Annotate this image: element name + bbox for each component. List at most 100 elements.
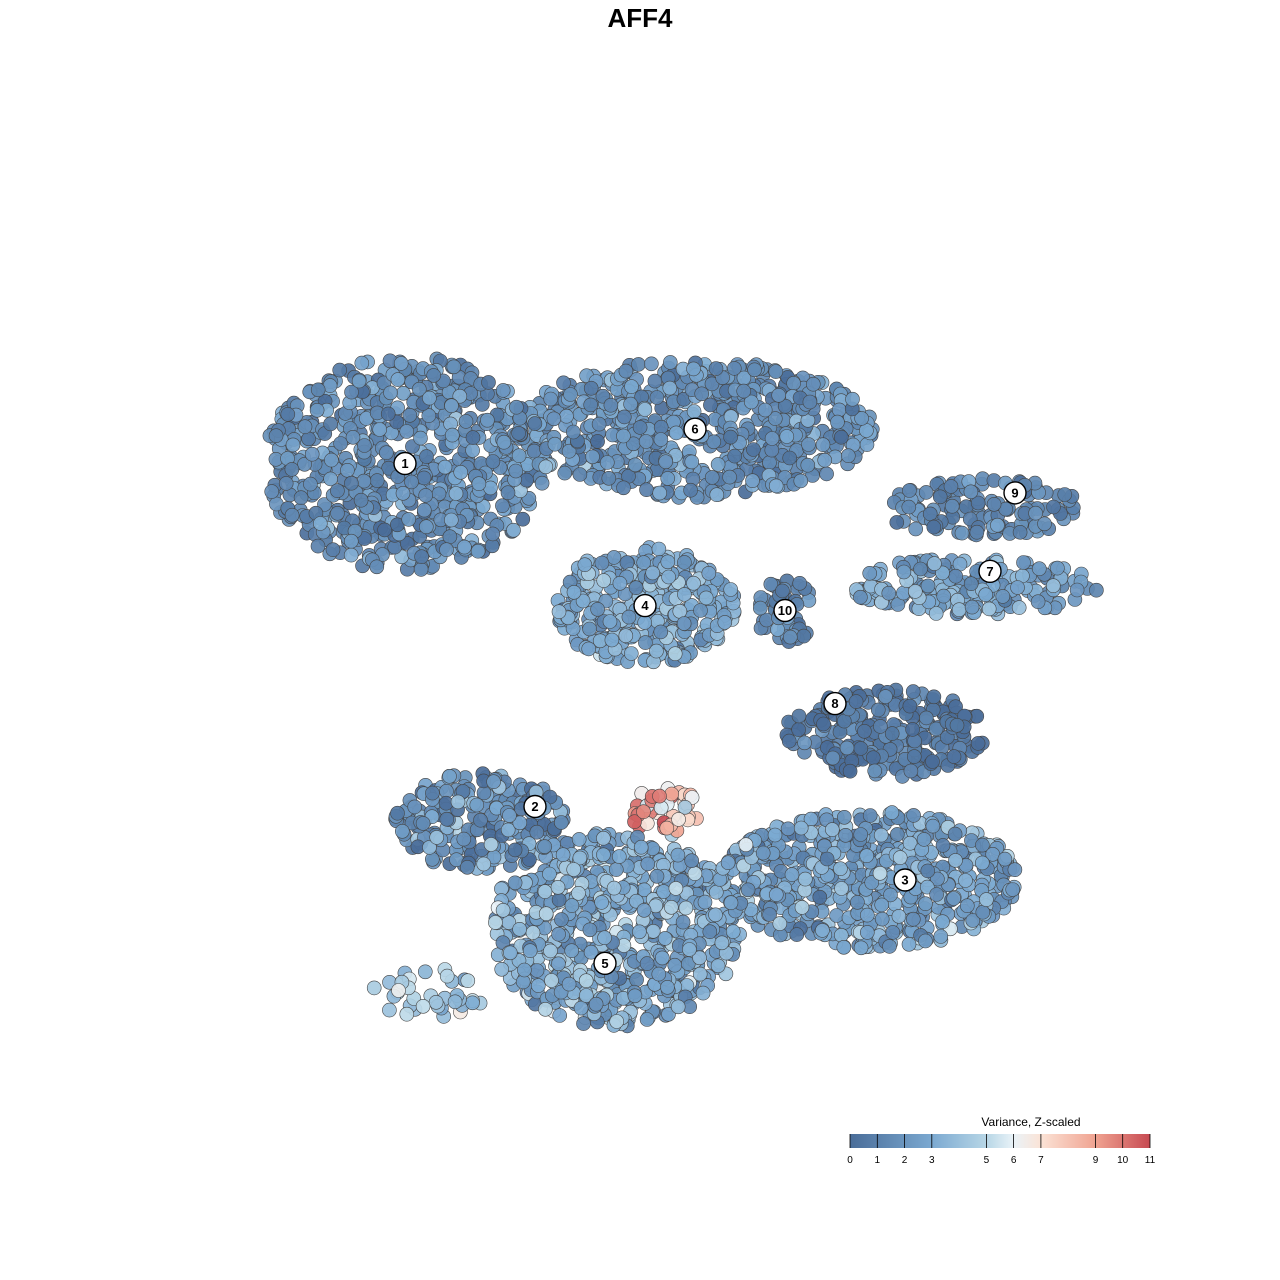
data-point — [708, 361, 724, 376]
data-point — [446, 359, 462, 375]
data-point — [710, 457, 726, 472]
data-point — [662, 355, 678, 370]
data-point — [500, 485, 516, 501]
data-point — [649, 643, 664, 659]
data-point — [555, 847, 571, 863]
data-point — [639, 482, 654, 498]
data-point — [1028, 505, 1043, 521]
data-point — [834, 881, 849, 896]
data-point — [594, 895, 609, 910]
data-point — [668, 881, 684, 896]
data-point — [559, 408, 574, 424]
data-point — [439, 968, 455, 984]
data-point — [874, 911, 890, 927]
cluster-label: 1 — [393, 451, 417, 476]
data-point — [842, 763, 858, 779]
data-point — [738, 837, 754, 853]
data-point — [414, 549, 429, 565]
cluster-label-badge — [893, 868, 917, 892]
data-point — [686, 575, 701, 591]
data-point — [530, 978, 546, 993]
data-point — [525, 925, 541, 940]
data-point — [444, 398, 459, 414]
data-point — [583, 397, 599, 413]
data-point — [590, 601, 605, 617]
cluster-label: 4 — [633, 593, 657, 618]
data-point — [465, 995, 480, 1011]
data-point — [889, 515, 905, 530]
data-point — [428, 994, 444, 1010]
data-point — [901, 936, 917, 952]
data-point — [796, 628, 812, 644]
cluster-label-text: 4 — [641, 598, 649, 613]
legend-tick-label: 7 — [1038, 1155, 1044, 1166]
data-point — [815, 437, 831, 453]
data-point — [1032, 561, 1047, 577]
data-point — [425, 785, 440, 801]
data-point — [418, 519, 434, 535]
data-point — [653, 432, 669, 447]
data-point — [465, 430, 481, 445]
data-point — [767, 827, 783, 843]
data-point — [538, 906, 554, 922]
data-point — [963, 484, 979, 500]
data-point — [353, 492, 369, 508]
data-point — [781, 733, 797, 749]
data-point — [576, 1016, 591, 1031]
data-point — [585, 449, 600, 465]
cluster-label-badge — [1003, 481, 1027, 505]
data-point — [507, 842, 523, 858]
data-point — [800, 457, 816, 473]
data-point — [918, 933, 933, 949]
data-point — [439, 811, 455, 827]
data-point — [631, 357, 646, 372]
data-point — [916, 832, 932, 847]
data-point — [755, 845, 771, 861]
data-point — [551, 604, 567, 620]
data-point — [268, 428, 284, 444]
cluster-label: 8 — [823, 691, 847, 716]
data-point — [470, 543, 486, 559]
data-point — [452, 388, 468, 404]
data-point — [727, 448, 743, 464]
data-point — [913, 561, 928, 577]
data-point — [854, 411, 869, 426]
data-point — [901, 499, 917, 515]
data-point — [752, 600, 768, 616]
data-point — [726, 361, 742, 376]
data-points — [262, 351, 1104, 1034]
data-point — [612, 575, 628, 591]
data-point — [495, 902, 511, 918]
data-point — [710, 958, 726, 974]
data-point — [946, 749, 962, 764]
data-point — [416, 470, 432, 486]
data-point — [651, 966, 667, 982]
data-point — [369, 473, 385, 488]
data-point — [925, 754, 940, 769]
data-point — [1069, 582, 1085, 598]
data-point — [703, 397, 718, 413]
cluster-label-text: 10 — [778, 603, 792, 618]
data-point — [948, 853, 963, 868]
data-point — [889, 827, 905, 842]
data-point — [507, 875, 523, 891]
data-point — [947, 826, 963, 842]
cluster-label-text: 9 — [1011, 485, 1018, 500]
data-point — [920, 863, 936, 879]
data-point — [859, 925, 875, 940]
data-point — [905, 911, 921, 927]
data-point — [284, 462, 300, 477]
data-point — [280, 406, 296, 422]
data-point — [694, 386, 710, 402]
data-point — [471, 476, 487, 492]
data-point — [517, 962, 532, 978]
data-point — [882, 939, 897, 954]
cluster-label: 2 — [523, 794, 547, 819]
data-point — [951, 602, 967, 618]
data-point — [450, 794, 466, 810]
data-point — [786, 375, 801, 391]
legend-tick-label: 1 — [875, 1155, 881, 1166]
cluster-label: 3 — [893, 868, 917, 892]
data-point — [930, 871, 945, 887]
data-point — [892, 850, 908, 865]
